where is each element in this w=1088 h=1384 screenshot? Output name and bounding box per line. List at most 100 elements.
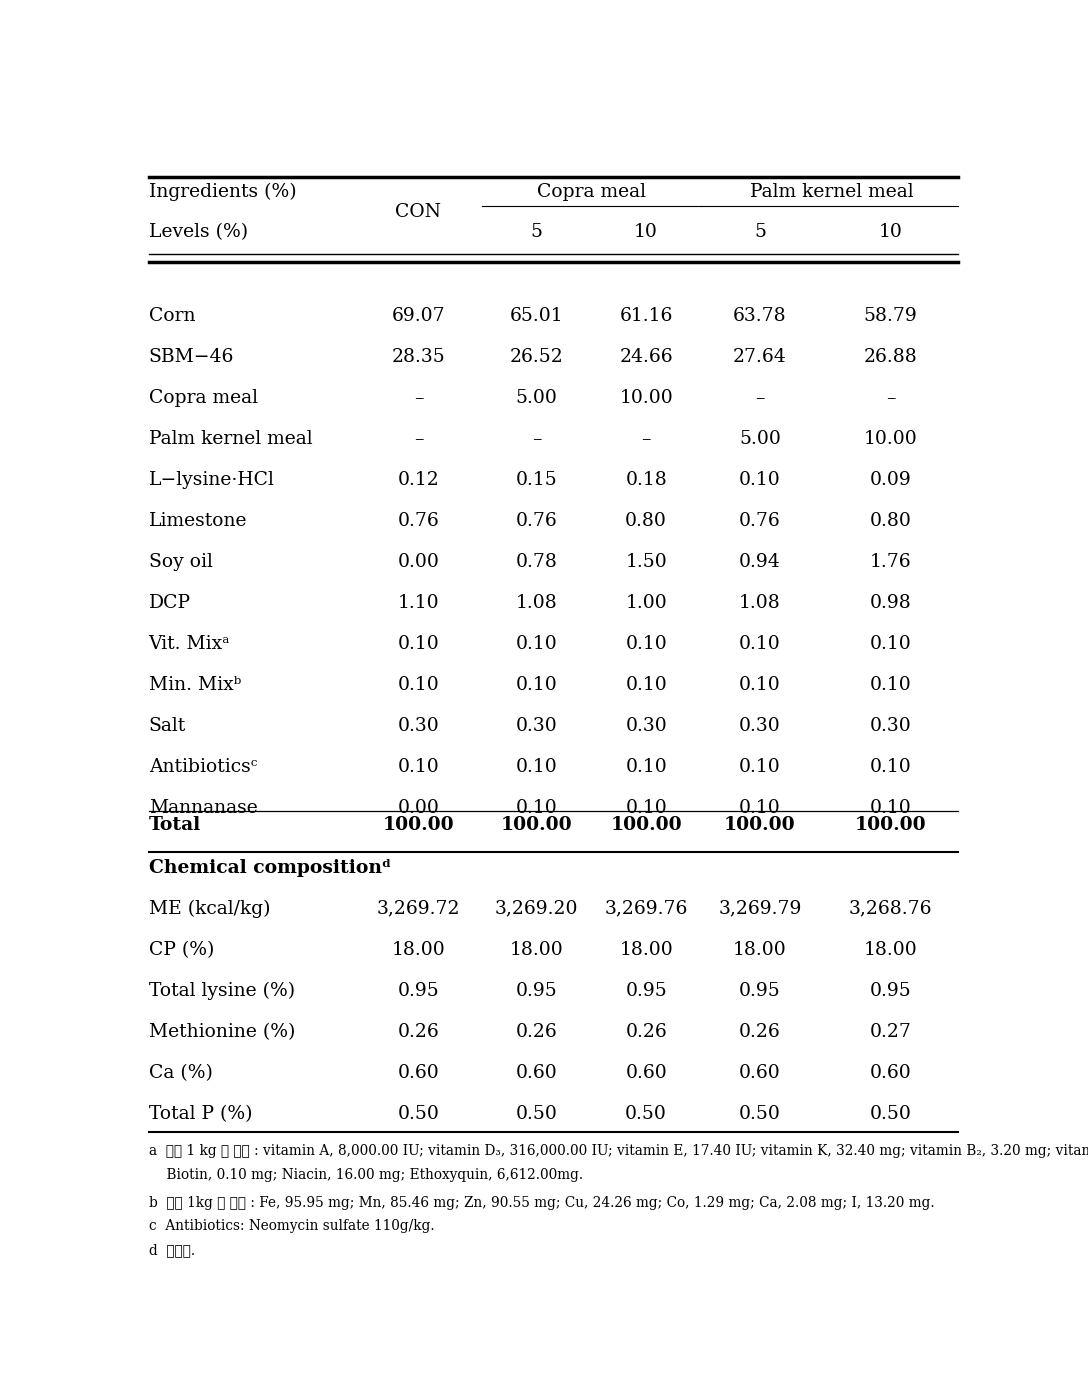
Text: ME (kcal/kg): ME (kcal/kg)	[149, 900, 270, 918]
Text: 0.60: 0.60	[739, 1064, 781, 1082]
Text: 0.30: 0.30	[739, 717, 781, 735]
Text: Mannanase: Mannanase	[149, 800, 258, 818]
Text: 0.80: 0.80	[869, 512, 912, 530]
Text: 0.10: 0.10	[516, 635, 557, 653]
Text: 0.80: 0.80	[626, 512, 667, 530]
Text: 0.76: 0.76	[739, 512, 781, 530]
Text: 0.10: 0.10	[869, 677, 912, 695]
Text: 0.10: 0.10	[397, 677, 440, 695]
Text: 0.10: 0.10	[516, 758, 557, 776]
Text: Biotin, 0.10 mg; Niacin, 16.00 mg; Ethoxyquin, 6,612.00mg.: Biotin, 0.10 mg; Niacin, 16.00 mg; Ethox…	[149, 1168, 583, 1182]
Text: 0.98: 0.98	[869, 594, 912, 612]
Text: 3,269.76: 3,269.76	[605, 900, 688, 918]
Text: 3,268.76: 3,268.76	[849, 900, 932, 918]
Text: 1.00: 1.00	[626, 594, 667, 612]
Text: –: –	[413, 430, 423, 448]
Text: 3,269.79: 3,269.79	[718, 900, 802, 918]
Text: 5.00: 5.00	[739, 430, 781, 448]
Text: Total lysine (%): Total lysine (%)	[149, 981, 295, 1001]
Text: 10: 10	[634, 223, 658, 241]
Text: c  Antibiotics: Neomycin sulfate 110g/kg.: c Antibiotics: Neomycin sulfate 110g/kg.	[149, 1219, 434, 1233]
Text: 0.00: 0.00	[397, 800, 440, 818]
Text: 0.10: 0.10	[516, 800, 557, 818]
Text: 10.00: 10.00	[619, 389, 673, 407]
Text: 0.30: 0.30	[869, 717, 912, 735]
Text: CP (%): CP (%)	[149, 941, 214, 959]
Text: Copra meal: Copra meal	[536, 183, 646, 201]
Text: 27.64: 27.64	[733, 349, 787, 367]
Text: 0.95: 0.95	[869, 981, 912, 999]
Text: –: –	[413, 389, 423, 407]
Text: 0.10: 0.10	[739, 677, 781, 695]
Text: 0.50: 0.50	[516, 1104, 557, 1122]
Text: 0.30: 0.30	[626, 717, 667, 735]
Text: 0.18: 0.18	[626, 471, 667, 489]
Text: 1.50: 1.50	[626, 554, 667, 572]
Text: Palm kernel meal: Palm kernel meal	[149, 430, 312, 448]
Text: 18.00: 18.00	[619, 941, 673, 959]
Text: DCP: DCP	[149, 594, 190, 612]
Text: 0.27: 0.27	[869, 1023, 912, 1041]
Text: 0.10: 0.10	[397, 635, 440, 653]
Text: 3,269.72: 3,269.72	[376, 900, 460, 918]
Text: 0.94: 0.94	[739, 554, 781, 572]
Text: 69.07: 69.07	[392, 307, 445, 325]
Text: 100.00: 100.00	[383, 817, 455, 835]
Text: –: –	[642, 430, 651, 448]
Text: Palm kernel meal: Palm kernel meal	[750, 183, 914, 201]
Text: 1.08: 1.08	[516, 594, 557, 612]
Text: Corn: Corn	[149, 307, 195, 325]
Text: 0.95: 0.95	[739, 981, 781, 999]
Text: 0.10: 0.10	[869, 635, 912, 653]
Text: 0.30: 0.30	[516, 717, 557, 735]
Text: 5: 5	[531, 223, 543, 241]
Text: 0.50: 0.50	[626, 1104, 667, 1122]
Text: Copra meal: Copra meal	[149, 389, 258, 407]
Text: Limestone: Limestone	[149, 512, 247, 530]
Text: 28.35: 28.35	[392, 349, 445, 367]
Text: 0.60: 0.60	[626, 1064, 667, 1082]
Text: 0.95: 0.95	[626, 981, 667, 999]
Text: 1.76: 1.76	[869, 554, 912, 572]
Text: 0.30: 0.30	[397, 717, 440, 735]
Text: 0.26: 0.26	[397, 1023, 440, 1041]
Text: 0.09: 0.09	[869, 471, 912, 489]
Text: 0.10: 0.10	[739, 635, 781, 653]
Text: 0.76: 0.76	[516, 512, 557, 530]
Text: 0.76: 0.76	[397, 512, 440, 530]
Text: 10.00: 10.00	[864, 430, 917, 448]
Text: a  사료 1 kg 당 함량 : vitamin A, 8,000.00 IU; vitamin D₃, 316,000.00 IU; vitamin E, : a 사료 1 kg 당 함량 : vitamin A, 8,000.00 IU;…	[149, 1145, 1088, 1158]
Text: 0.10: 0.10	[739, 471, 781, 489]
Text: 18.00: 18.00	[509, 941, 564, 959]
Text: –: –	[886, 389, 895, 407]
Text: 0.60: 0.60	[397, 1064, 440, 1082]
Text: 1.08: 1.08	[739, 594, 781, 612]
Text: Levels (%): Levels (%)	[149, 223, 248, 241]
Text: 0.00: 0.00	[397, 554, 440, 572]
Text: Vit. Mixᵃ: Vit. Mixᵃ	[149, 635, 231, 653]
Text: Methionine (%): Methionine (%)	[149, 1023, 295, 1041]
Text: CON: CON	[395, 202, 442, 220]
Text: 0.10: 0.10	[397, 758, 440, 776]
Text: Soy oil: Soy oil	[149, 554, 212, 572]
Text: 0.10: 0.10	[516, 677, 557, 695]
Text: 0.10: 0.10	[869, 800, 912, 818]
Text: 0.26: 0.26	[626, 1023, 667, 1041]
Text: 0.95: 0.95	[516, 981, 557, 999]
Text: 100.00: 100.00	[500, 817, 572, 835]
Text: 5.00: 5.00	[516, 389, 557, 407]
Text: 0.78: 0.78	[516, 554, 557, 572]
Text: 1.10: 1.10	[397, 594, 440, 612]
Text: 0.60: 0.60	[869, 1064, 912, 1082]
Text: 26.88: 26.88	[864, 349, 917, 367]
Text: 5: 5	[754, 223, 766, 241]
Text: Ca (%): Ca (%)	[149, 1064, 212, 1082]
Text: 100.00: 100.00	[610, 817, 682, 835]
Text: 0.10: 0.10	[626, 758, 667, 776]
Text: 65.01: 65.01	[509, 307, 564, 325]
Text: d  계산치.: d 계산치.	[149, 1243, 195, 1257]
Text: Min. Mixᵇ: Min. Mixᵇ	[149, 677, 240, 695]
Text: SBM−46: SBM−46	[149, 349, 234, 367]
Text: –: –	[755, 389, 765, 407]
Text: 0.50: 0.50	[869, 1104, 912, 1122]
